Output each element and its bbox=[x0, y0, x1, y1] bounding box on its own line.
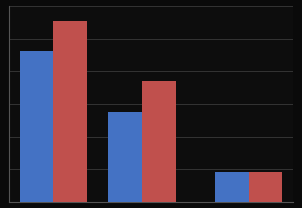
Bar bbox=[249, 172, 282, 202]
Bar bbox=[142, 82, 176, 202]
Bar bbox=[20, 51, 53, 202]
Bar bbox=[215, 172, 249, 202]
Bar bbox=[108, 111, 142, 202]
Bar bbox=[53, 21, 87, 202]
